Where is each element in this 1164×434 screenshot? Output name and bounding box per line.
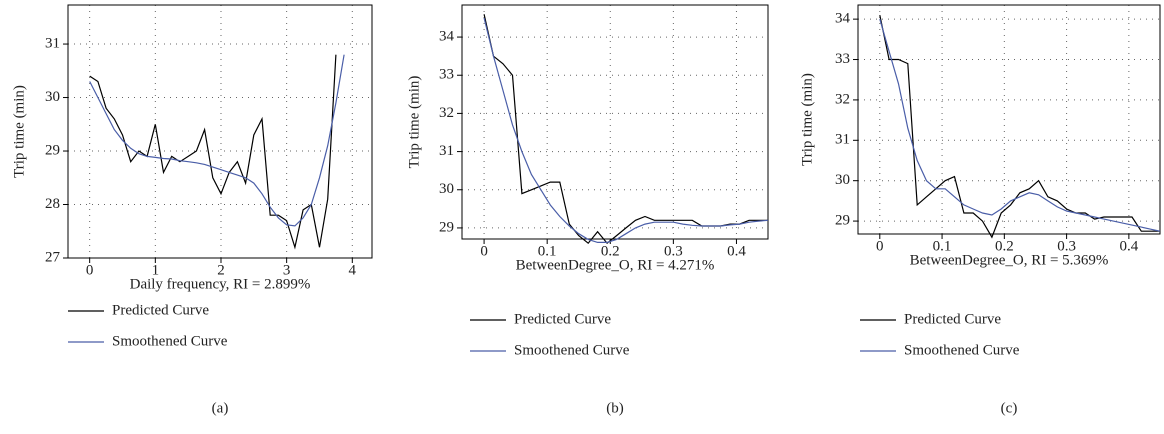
legend-label: Smoothened Curve: [904, 342, 1020, 358]
y-tick-label: 34: [439, 29, 455, 45]
y-tick-label: 28: [45, 196, 60, 212]
series-line: [879, 18, 1161, 232]
y-tick-label: 29: [439, 219, 454, 235]
series-line: [483, 14, 768, 245]
legend-label: Smoothened Curve: [514, 342, 630, 358]
plot-frame: [461, 4, 769, 240]
x-axis-label: Daily frequency, RI = 2.899%: [130, 276, 311, 292]
x-tick-label: 0.4: [1119, 238, 1138, 254]
y-tick-label: 31: [439, 143, 454, 159]
series-line: [483, 17, 769, 243]
x-axis-label: BetweenDegree_O, RI = 4.271%: [516, 257, 715, 273]
x-tick-label: 0.1: [538, 243, 557, 259]
x-axis-label: BetweenDegree_O, RI = 5.369%: [910, 252, 1109, 268]
panel: 0 0.1 0.2 0.3 0.4 29 30 31 32 33 34 Predicted Curve…: [406, 4, 769, 416]
caption: (c): [1001, 400, 1018, 416]
plot-frame: [857, 4, 1161, 235]
caption: (b): [606, 400, 624, 416]
plot-frame: [67, 4, 373, 259]
y-tick-label: 27: [45, 249, 61, 265]
y-tick-label: 31: [835, 132, 850, 148]
y-tick-label: 30: [45, 89, 60, 105]
y-tick-label: 30: [439, 181, 454, 197]
y-tick-label: 29: [835, 213, 850, 229]
y-tick-label: 31: [45, 35, 60, 51]
x-tick-label: 0.1: [933, 238, 952, 254]
x-tick-label: 3: [283, 262, 291, 278]
x-tick-label: 0: [876, 238, 884, 254]
x-tick-label: 0: [480, 243, 488, 259]
x-tick-label: 0.3: [1057, 238, 1076, 254]
y-tick-label: 32: [439, 105, 454, 121]
legend-label: Smoothened Curve: [112, 333, 228, 349]
legend-label: Predicted Curve: [514, 311, 611, 327]
legend-label: Predicted Curve: [112, 302, 209, 318]
x-tick-label: 1: [152, 262, 160, 278]
series-line: [89, 54, 345, 227]
y-axis-label: Trip time (min): [11, 85, 27, 178]
panel: 0 0.1 0.2 0.3 0.4 29 30 31 32 33 34 Predicted Curve…: [799, 4, 1161, 416]
panel: 0 1 2 3 4 27 28 29 30 31 Predicted Curve Smoothened…: [11, 4, 373, 416]
y-tick-label: 30: [835, 172, 850, 188]
y-axis-label: Trip time (min): [406, 76, 422, 169]
caption: (a): [212, 400, 229, 416]
legend-label: Predicted Curve: [904, 311, 1001, 327]
series-line: [89, 54, 337, 250]
y-tick-label: 32: [835, 91, 850, 107]
x-tick-label: 4: [349, 262, 357, 278]
y-tick-label: 33: [835, 51, 850, 67]
x-tick-label: 0.2: [601, 243, 620, 259]
x-tick-label: 0.3: [664, 243, 683, 259]
y-tick-label: 33: [439, 67, 454, 83]
series-line: [879, 14, 1160, 239]
x-tick-label: 0.4: [727, 243, 746, 259]
y-tick-label: 34: [835, 11, 851, 27]
x-tick-label: 2: [217, 262, 225, 278]
y-tick-label: 29: [45, 142, 60, 158]
x-tick-label: 0.2: [995, 238, 1014, 254]
x-tick-label: 0: [86, 262, 94, 278]
y-axis-label: Trip time (min): [799, 73, 815, 166]
